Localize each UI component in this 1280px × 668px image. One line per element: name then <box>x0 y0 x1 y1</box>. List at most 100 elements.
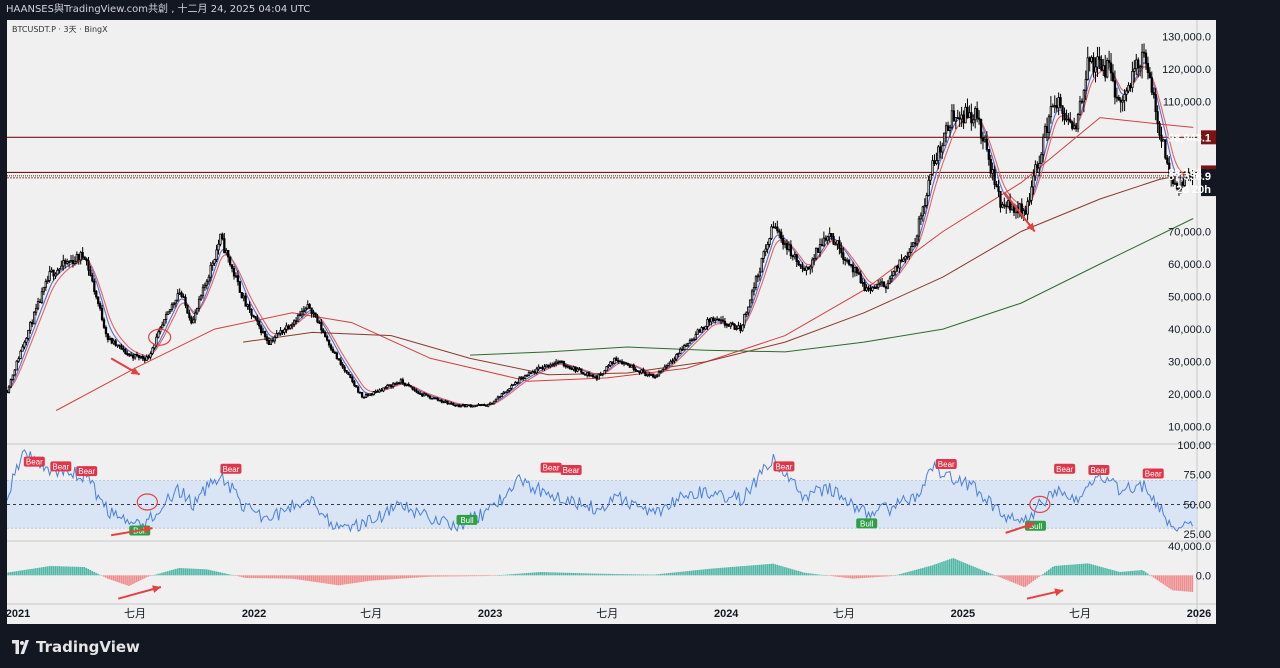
macd-bar <box>543 572 546 576</box>
macd-bar <box>1078 563 1081 576</box>
candle-down <box>1059 97 1062 107</box>
price-tick-label: 20,000.0 <box>1168 389 1211 401</box>
candle-down <box>227 249 230 258</box>
candle-up <box>1121 99 1124 103</box>
annotation-circle <box>136 493 158 511</box>
candle-up <box>968 112 971 118</box>
candle-up <box>748 299 752 308</box>
candle-down <box>87 260 90 271</box>
candle-down <box>93 280 96 292</box>
candle-up <box>40 291 44 303</box>
candle-down <box>1069 119 1072 123</box>
signal-box <box>1142 468 1164 479</box>
macd-bar <box>434 575 437 577</box>
macd-bar <box>353 575 355 584</box>
macd-bar <box>656 574 658 576</box>
macd-bar <box>630 574 633 576</box>
macd-bar <box>198 568 200 576</box>
candle-up <box>133 354 137 359</box>
macd-bar <box>254 575 256 579</box>
candle-up <box>828 233 831 238</box>
candle-up <box>677 352 680 355</box>
macd-bar <box>454 575 456 577</box>
candle-down <box>91 275 94 282</box>
candle-up <box>465 404 469 408</box>
candle-down <box>997 186 1000 192</box>
annotation-arrow <box>110 525 153 537</box>
macd-bar <box>1123 571 1126 576</box>
macd-bar <box>595 573 598 576</box>
chart-header: HAANSES與TradingView.com共創 , 十二月 24, 2025… <box>0 0 1280 20</box>
candle-up <box>405 383 408 386</box>
candle-up <box>157 331 160 338</box>
signal-box <box>935 459 957 469</box>
macd-bar <box>1144 572 1147 576</box>
candle-up <box>941 145 944 153</box>
macd-bar <box>159 573 161 576</box>
candle-down <box>1024 210 1027 215</box>
candle-down <box>320 321 323 331</box>
macd-bar <box>238 575 241 577</box>
macd-bar <box>904 572 906 576</box>
candle-up <box>613 357 616 365</box>
macd-bar <box>1113 570 1116 576</box>
macd-bar <box>910 571 912 576</box>
macd-bar <box>871 575 873 578</box>
candle-down <box>560 361 564 363</box>
bear-signal: Bear <box>1142 468 1164 479</box>
candle-down <box>1111 72 1115 82</box>
macd-bar <box>881 575 883 577</box>
candle-down <box>407 383 410 387</box>
candle-up <box>508 388 511 391</box>
macd-bar <box>403 575 406 579</box>
candle-up <box>657 371 661 377</box>
chart-frame[interactable]: Bear Bear Bear Bear Bear Bear Bear Bear Bear Bear… <box>7 20 1216 624</box>
macd-bar <box>1067 564 1069 576</box>
candle-up <box>696 329 699 335</box>
candle-up <box>1140 51 1144 68</box>
candle-up <box>11 374 14 381</box>
candle-down <box>260 325 263 334</box>
candle-up <box>586 372 589 376</box>
candle-down <box>946 125 950 132</box>
macd-bar <box>1150 575 1153 577</box>
macd-bar <box>215 571 218 576</box>
candle-down <box>271 339 274 342</box>
candle-up <box>735 328 738 330</box>
candle-up <box>1162 139 1165 142</box>
candle-down <box>463 404 467 408</box>
candle-down <box>1171 178 1175 184</box>
candle-down <box>376 390 379 393</box>
macd-bar <box>799 571 802 576</box>
candle-up <box>1094 66 1097 73</box>
candle-up <box>710 317 713 323</box>
macd-bar <box>1127 571 1130 576</box>
macd-bar <box>733 566 736 576</box>
candle-down <box>933 160 936 164</box>
macd-bar <box>46 566 49 576</box>
candle-down <box>896 265 899 269</box>
candle-up <box>273 337 276 342</box>
macd-bar <box>671 572 674 576</box>
candle-up <box>378 389 381 393</box>
macd-bar <box>883 575 885 577</box>
macd-bar <box>200 569 202 576</box>
macd-bar <box>770 563 773 576</box>
candle-down <box>1148 72 1151 79</box>
candle-down <box>254 316 257 319</box>
candle-down <box>128 353 131 356</box>
macd-bar <box>582 573 584 576</box>
candle-down <box>339 359 342 365</box>
macd-bar <box>987 572 990 576</box>
candle-down <box>1061 105 1064 114</box>
candle-up <box>910 246 913 253</box>
macd-bar <box>702 569 705 576</box>
candle-up <box>9 379 13 388</box>
macd-bar <box>939 562 941 576</box>
candle-down <box>238 281 241 293</box>
candle-up <box>974 108 977 121</box>
candle-down <box>250 309 253 316</box>
macd-bar <box>116 575 119 582</box>
macd-bar <box>677 572 679 576</box>
